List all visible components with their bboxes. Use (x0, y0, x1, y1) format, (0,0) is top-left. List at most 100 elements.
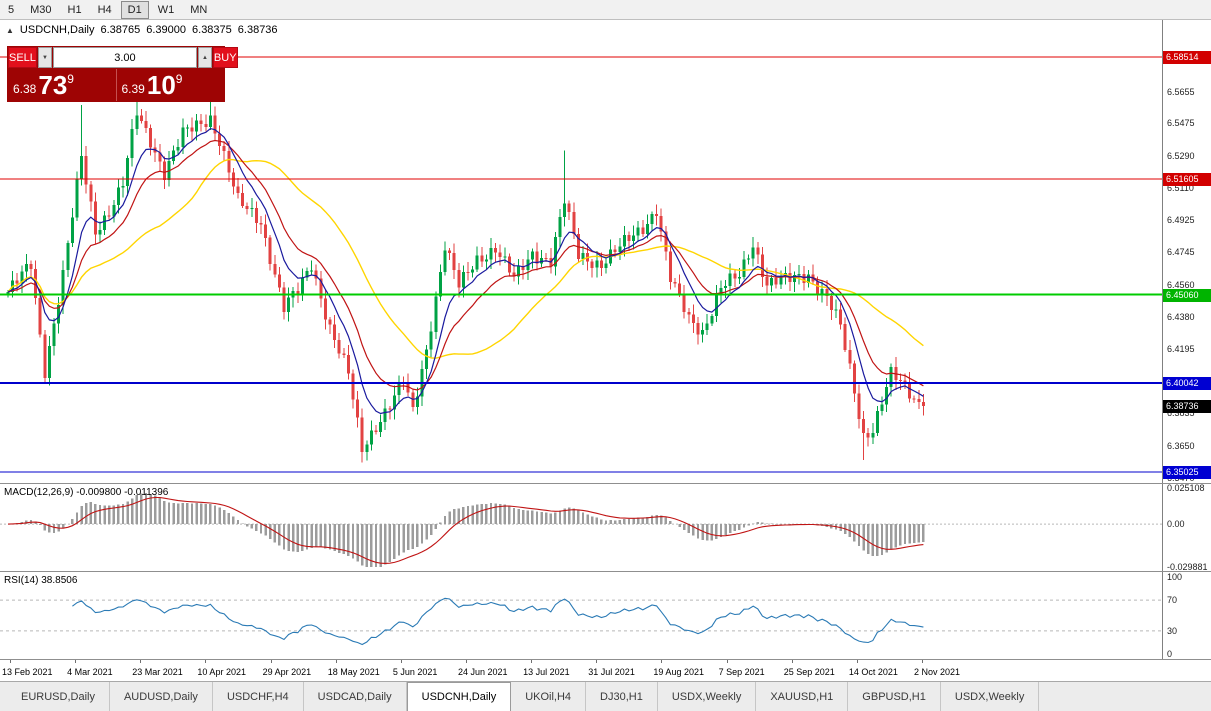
time-tick (75, 660, 77, 663)
main-price-scale[interactable]: 6.5655 6.5475 6.5290 6.5110 6.4925 6.4745 6.45… (1162, 20, 1211, 483)
price-level-tag[interactable]: 6.58514 (1163, 50, 1211, 64)
timeframe-button-m30[interactable]: M30 (30, 3, 52, 16)
volume-input[interactable] (52, 47, 197, 68)
price-scale-label: 6.4380 (1167, 311, 1195, 322)
date-label: 31 Jul 2021 (588, 667, 635, 677)
price-level-tag[interactable]: 6.35025 (1163, 465, 1211, 479)
rsi-indicator (0, 597, 1162, 646)
ohlc-open: 6.38765 (100, 24, 141, 36)
volume-decrease-button[interactable]: ▼ (37, 47, 52, 68)
chart-tab-ukoil-h4[interactable]: UKOil,H4 (511, 682, 587, 711)
date-label: 7 Sep 2021 (718, 667, 765, 677)
date-label: 23 Mar 2021 (132, 667, 183, 677)
chart-tab-usdx-weekly[interactable]: USDX,Weekly (941, 682, 1040, 711)
price-scale-label: 6.4745 (1167, 247, 1195, 258)
rsi-scale-30: 30 (1167, 625, 1178, 636)
rsi-panel: RSI(14) 38.8506 100 70 30 0 (0, 572, 1211, 660)
main-chart-panel: ▲ USDCNH,Daily 6.38765 6.39000 6.38375 6… (0, 20, 1211, 484)
chart-tab-audusd-daily[interactable]: AUDUSD,Daily (110, 682, 213, 711)
sell-button[interactable]: SELL (8, 47, 37, 68)
time-tick (466, 660, 467, 663)
rsi-scale: 100 70 30 0 (1162, 572, 1211, 659)
time-tick (531, 660, 533, 663)
date-label: 18 May 2021 (327, 667, 380, 677)
ohlc-close: 6.38736 (237, 24, 278, 36)
sell-price-prefix: 6.38 (13, 82, 37, 96)
date-label: 13 Feb 2021 (2, 667, 53, 677)
time-axis[interactable]: 13 Feb 2021 4 Mar 2021 23 Mar 2021 10 Apr 2… (0, 660, 1211, 682)
price-level-tag[interactable]: 6.40042 (1163, 377, 1211, 391)
date-label: 5 Jun 2021 (392, 667, 438, 677)
date-label: 29 Apr 2021 (262, 667, 312, 677)
buy-price-prefix: 6.39 (121, 82, 145, 96)
sell-price-display[interactable]: 6.38 73 9 (8, 69, 116, 101)
date-label: 10 Apr 2021 (197, 667, 246, 677)
macd-scale-zero: 0.00 (1167, 519, 1185, 530)
chart-tab-dj30-h1[interactable]: DJ30,H1 (586, 682, 658, 711)
rsi-scale-0: 0 (1167, 649, 1173, 659)
main-chart-plot[interactable]: ▲ USDCNH,Daily 6.38765 6.39000 6.38375 6… (0, 20, 1162, 483)
timeframe-button-h1[interactable]: H1 (67, 3, 82, 16)
rsi-line (72, 597, 924, 646)
sell-price-pipette: 9 (67, 72, 74, 86)
time-tick (10, 660, 11, 663)
price-level-tag[interactable]: 6.45060 (1163, 288, 1211, 302)
horizontal-levels-group[interactable] (0, 56, 1162, 473)
macd-indicator (0, 492, 1162, 567)
time-tick (400, 660, 402, 663)
time-tick (270, 660, 272, 663)
time-tick (922, 660, 923, 663)
macd-plot[interactable]: MACD(12,26,9) -0.009800 -0.011396 (0, 484, 1162, 571)
date-label: 19 Aug 2021 (653, 667, 704, 677)
timeframe-button-h4[interactable]: H4 (97, 3, 112, 16)
timeframe-toolbar: 5 M30 H1 H4 D1 W1 MN (0, 0, 1211, 20)
chart-tab-gbpusd-h1[interactable]: GBPUSD,H1 (848, 682, 941, 711)
moving-averages-group (7, 127, 924, 415)
ohlc-high: 6.39000 (146, 24, 187, 36)
volume-increase-button[interactable]: ▲ (197, 47, 212, 68)
timeframe-button-mn[interactable]: MN (190, 3, 208, 16)
buy-price-display[interactable]: 6.39 10 9 (115, 69, 225, 101)
buy-price-pips: 10 (146, 70, 176, 100)
chart-symbol-label: USDCNH,Daily (19, 24, 95, 36)
ohlc-low: 6.38375 (192, 24, 232, 36)
one-click-trade-panel: SELL ▼ ▲ BUY 6.38 73 9 6.39 (7, 46, 238, 102)
date-label: 4 Mar 2021 (67, 667, 113, 677)
chart-tab-usdcnh-daily[interactable]: USDCNH,Daily (406, 682, 512, 711)
price-level-tag[interactable]: 6.51605 (1163, 172, 1211, 186)
rsi-plot[interactable]: RSI(14) 38.8506 (0, 572, 1162, 659)
price-level-tag: 6.38736 (1163, 400, 1211, 414)
price-scale-label: 6.3650 (1167, 440, 1195, 451)
chart-title: ▲ USDCNH,Daily 6.38765 6.39000 6.38375 6… (6, 24, 278, 36)
time-tick (596, 660, 598, 663)
macd-panel: MACD(12,26,9) -0.009800 -0.011396 0.0251… (0, 483, 1211, 572)
macd-signal-line (7, 496, 924, 564)
chart-tab-usdcad-daily[interactable]: USDCAD,Daily (304, 682, 407, 711)
rsi-scale-100: 100 (1167, 572, 1183, 582)
time-tick (726, 660, 728, 663)
macd-scale-bottom: -0.029881 (1167, 562, 1208, 572)
macd-label: MACD(12,26,9) -0.009800 -0.011396 (4, 487, 169, 498)
timeframe-button-5[interactable]: 5 (8, 3, 15, 16)
chart-collapse-icon[interactable]: ▲ (6, 25, 14, 35)
price-scale-label: 6.5655 (1167, 86, 1195, 97)
trade-panel-controls: SELL ▼ ▲ BUY (8, 47, 238, 68)
time-tick (791, 660, 793, 663)
volume-control: ▼ ▲ (37, 47, 212, 68)
sell-price-pips: 73 (38, 70, 68, 100)
time-tick (661, 660, 663, 663)
timeframe-button-d1[interactable]: D1 (120, 0, 149, 19)
chart-tab-usdchf-h4[interactable]: USDCHF,H4 (213, 682, 304, 711)
time-tick (335, 660, 337, 663)
price-scale-label: 6.5110 (1167, 182, 1194, 193)
time-tick (205, 660, 207, 663)
chart-tab-usdx-weekly[interactable]: USDX,Weekly (658, 682, 757, 711)
buy-button[interactable]: BUY (212, 47, 238, 68)
price-scale-label: 6.5290 (1167, 151, 1195, 162)
timeframe-button-w1[interactable]: W1 (157, 3, 175, 16)
chart-tab-eurusd-daily[interactable]: EURUSD,Daily (7, 682, 110, 711)
price-scale-label: 6.4560 (1167, 279, 1195, 290)
rsi-scale-70: 70 (1167, 595, 1178, 606)
chart-tab-xauusd-h1[interactable]: XAUUSD,H1 (756, 682, 849, 711)
